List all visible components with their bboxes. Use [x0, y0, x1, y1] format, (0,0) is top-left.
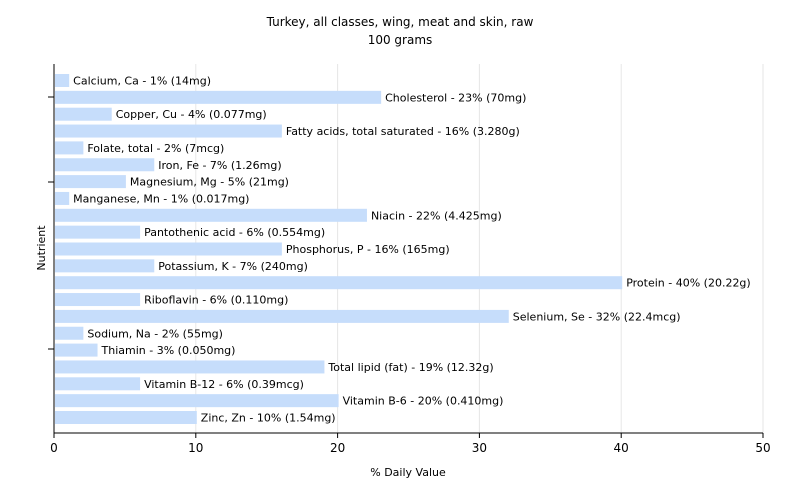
bar-label: Calcium, Ca - 1% (14mg) [73, 75, 211, 88]
bar-label: Magnesium, Mg - 5% (21mg) [130, 176, 289, 189]
bar [55, 107, 112, 121]
bar [55, 90, 382, 104]
x-tick-label: 10 [188, 441, 203, 455]
bar [55, 293, 141, 307]
x-tick-label: 30 [472, 441, 487, 455]
bar-label: Vitamin B-12 - 6% (0.39mcg) [144, 378, 304, 391]
bar [55, 377, 141, 391]
y-axis-label: Nutrient [35, 225, 48, 271]
x-tick-label: 40 [614, 441, 629, 455]
x-tick-label: 20 [330, 441, 345, 455]
bar [55, 191, 70, 205]
bar-label: Manganese, Mn - 1% (0.017mg) [73, 192, 249, 205]
bar-label: Zinc, Zn - 10% (1.54mg) [201, 412, 336, 425]
bar [55, 394, 339, 408]
bar [55, 158, 155, 172]
bar-label: Cholesterol - 23% (70mg) [385, 91, 526, 104]
bar-label: Riboflavin - 6% (0.110mg) [144, 294, 288, 307]
bar-label: Niacin - 22% (4.425mg) [371, 209, 502, 222]
bar [55, 175, 126, 189]
x-tick-label: 50 [755, 441, 770, 455]
bar-label: Selenium, Se - 32% (22.4mcg) [513, 310, 681, 323]
bar [55, 343, 98, 357]
bar [55, 242, 282, 256]
bar [55, 208, 367, 222]
bar-label: Protein - 40% (20.22g) [626, 277, 751, 290]
bar [55, 74, 70, 87]
axes-group: 0 10 20 30 40 50 [48, 64, 771, 455]
bar [55, 276, 623, 290]
bar-label: Copper, Cu - 4% (0.077mg) [116, 108, 267, 121]
x-tick-label: 0 [50, 441, 58, 455]
bar [55, 360, 325, 374]
chart-subtitle: 100 grams [368, 33, 433, 47]
bar [55, 411, 197, 424]
bars-group: Calcium, Ca - 1% (14mg) Cholesterol - 23%… [55, 74, 751, 425]
chart-title: Turkey, all classes, wing, meat and skin… [266, 15, 534, 29]
bar-label: Pantothenic acid - 6% (0.554mg) [144, 226, 325, 239]
bar [55, 309, 509, 323]
x-axis-label: % Daily Value [370, 466, 446, 479]
bar-label: Folate, total - 2% (7mcg) [87, 142, 224, 155]
bar [55, 326, 84, 340]
bar-label: Phosphorus, P - 16% (165mg) [286, 243, 450, 256]
bar [55, 141, 84, 155]
bar-label: Sodium, Na - 2% (55mg) [87, 327, 223, 340]
bar-label: Potassium, K - 7% (240mg) [158, 260, 308, 273]
bar [55, 124, 282, 138]
bar [55, 225, 141, 239]
bar [55, 259, 155, 273]
bar-label: Fatty acids, total saturated - 16% (3.28… [286, 125, 520, 138]
bar-label: Thiamin - 3% (0.050mg) [101, 344, 236, 357]
bar-label: Iron, Fe - 7% (1.26mg) [158, 159, 281, 172]
bar-label: Vitamin B-6 - 20% (0.410mg) [343, 395, 504, 408]
bar-label: Total lipid (fat) - 19% (12.32g) [327, 361, 493, 374]
